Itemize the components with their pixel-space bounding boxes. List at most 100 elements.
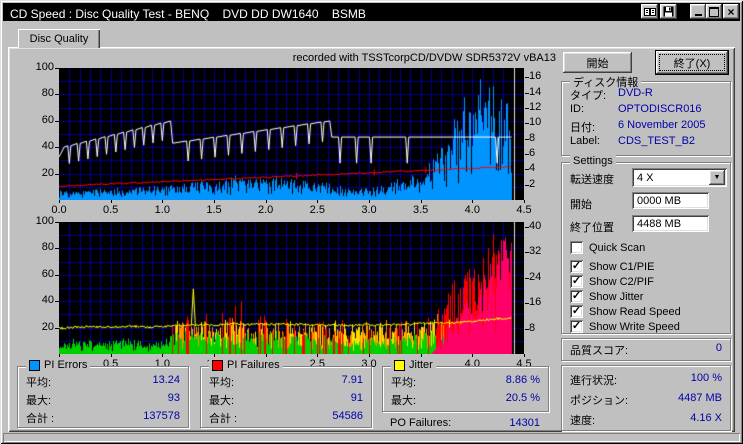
jitter-color-swatch: [394, 359, 405, 371]
axis-tick: [55, 147, 59, 149]
exit-button-label: 終了(X): [673, 57, 711, 70]
minimize-button[interactable]: [690, 4, 706, 19]
axis-tick-label: 6: [529, 146, 536, 159]
checkbox-label: Show Jitter: [589, 290, 644, 303]
axis-tick-label: 2.5: [309, 204, 325, 216]
avg-label: 平均:: [391, 377, 417, 389]
avg-value: 13.24: [152, 374, 180, 386]
axis-tick: [214, 354, 215, 357]
axis-tick: [265, 200, 267, 203]
tab-disc-quality[interactable]: Disc Quality: [18, 29, 100, 48]
axis-tick-label: 16: [529, 296, 542, 309]
axis-tick-label: 40: [41, 140, 54, 153]
po-failures-value: 14301: [509, 417, 540, 429]
save-floppy-icon: [663, 6, 674, 17]
disc-info-box: ディスク情報 タイプ: DVD-R ID: OPTODISCR016 日付: 6 No…: [561, 74, 731, 156]
close-icon: ×: [727, 4, 735, 19]
checkbox-show-read-speed[interactable]: ✓ Show Read Speed: [570, 305, 681, 318]
pi-failures-color-swatch: [212, 359, 223, 371]
axis-tick: [524, 200, 525, 203]
start-button[interactable]: 開始: [563, 52, 632, 73]
avg-label: 平均:: [26, 377, 52, 389]
axis-tick: [525, 252, 529, 254]
pi-failures-title: PI Failures: [227, 359, 280, 371]
axis-tick-label: 24: [529, 270, 542, 283]
chevron-down-icon[interactable]: ▼: [709, 170, 725, 185]
quality-score-box: 品質スコア: 0: [561, 338, 731, 361]
axis-tick: [59, 200, 60, 203]
axis-tick: [55, 327, 59, 329]
id-label: ID:: [570, 103, 585, 115]
checkbox-unchecked-icon[interactable]: [570, 241, 583, 254]
checkbox-show-c1-pie[interactable]: ✓ Show C1/PIE: [570, 260, 654, 273]
position-value: 4487 MB: [677, 392, 722, 404]
axis-tick-label: 40: [529, 219, 542, 232]
axis-tick-label: 1.0: [154, 204, 170, 216]
checkbox-label: Show Write Speed: [589, 320, 680, 333]
checkbox-checked-icon[interactable]: ✓: [570, 305, 583, 318]
transfer-rate-label: 転送速度: [570, 174, 614, 186]
report-button[interactable]: [641, 4, 658, 19]
checkbox-checked-icon[interactable]: ✓: [570, 275, 583, 288]
axis-tick-label: 2.0: [258, 204, 274, 216]
axis-tick: [420, 200, 422, 203]
axis-tick-label: 0.5: [103, 204, 119, 216]
axis-tick: [525, 138, 529, 140]
label-label: Label:: [570, 135, 600, 147]
end-position-input[interactable]: 4488 MB: [632, 215, 709, 232]
checkbox-show-c2-pif[interactable]: ✓ Show C2/PIF: [570, 275, 654, 288]
axis-tick-label: 100: [35, 61, 54, 73]
axis-tick-label: 32: [529, 245, 542, 258]
checkbox-quick-scan[interactable]: Quick Scan: [570, 241, 645, 254]
checkbox-show-jitter[interactable]: ✓ Show Jitter: [570, 290, 643, 303]
tab-label: Disc Quality: [29, 32, 89, 45]
checkbox-checked-icon[interactable]: ✓: [570, 320, 583, 333]
axis-tick-label: 4.5: [516, 204, 532, 216]
label-value: CDS_TEST_B2: [618, 135, 696, 147]
axis-tick-label: 14: [529, 85, 542, 98]
axis-tick-label: 60: [41, 113, 54, 126]
exit-button[interactable]: 終了(X): [655, 50, 729, 75]
report-book-icon: [643, 7, 656, 16]
axis-tick: [525, 107, 529, 109]
axis-tick: [525, 277, 529, 279]
checkbox-show-write-speed[interactable]: ✓ Show Write Speed: [570, 320, 680, 333]
checkbox-label: Quick Scan: [589, 241, 646, 254]
total-value: 54586: [332, 410, 363, 422]
axis-tick-label: 0.0: [51, 204, 67, 216]
axis-tick-label: 2.5: [309, 358, 325, 370]
axis-tick-label: 12: [529, 100, 542, 113]
start-position-input[interactable]: 0000 MB: [632, 192, 709, 209]
maximize-button[interactable]: [706, 4, 722, 19]
close-button[interactable]: ×: [723, 4, 739, 19]
date-label: 日付:: [570, 122, 596, 134]
speed-label: 速度:: [570, 415, 596, 427]
axis-tick-label: 8: [529, 131, 536, 144]
axis-tick: [369, 200, 370, 203]
maximize-icon: [709, 6, 719, 17]
checkbox-checked-icon[interactable]: ✓: [570, 290, 583, 303]
axis-tick: [162, 200, 164, 203]
checkbox-checked-icon[interactable]: ✓: [570, 260, 583, 273]
axis-tick-label: 4.0: [464, 358, 480, 370]
axis-tick-label: 60: [41, 267, 54, 280]
end-position-value: 4488 MB: [637, 217, 682, 230]
pi-errors-box: PI Errors 平均: 13.24 最大: 93 合計 : 137578: [17, 359, 189, 428]
quality-chart-bottom: [59, 222, 524, 354]
axis-tick: [55, 94, 59, 96]
max-label: 最大:: [26, 395, 52, 407]
save-button[interactable]: [660, 4, 677, 19]
avg-value: 8.86 %: [505, 374, 540, 386]
pi-failures-box: PI Failures 平均: 7.91 最大: 91 合計 : 54586: [200, 359, 372, 428]
axis-tick: [110, 354, 112, 357]
position-label: ポジション:: [570, 395, 629, 407]
transfer-rate-combobox[interactable]: 4 X ▼: [632, 168, 727, 187]
start-button-label: 開始: [586, 57, 609, 70]
axis-tick: [525, 123, 529, 125]
end-position-label: 終了位置: [570, 222, 614, 234]
axis-tick: [525, 169, 529, 171]
axis-tick-label: 0.5: [103, 358, 119, 370]
axis-tick-label: 8: [529, 321, 536, 334]
axis-tick-label: 4.5: [516, 358, 532, 370]
